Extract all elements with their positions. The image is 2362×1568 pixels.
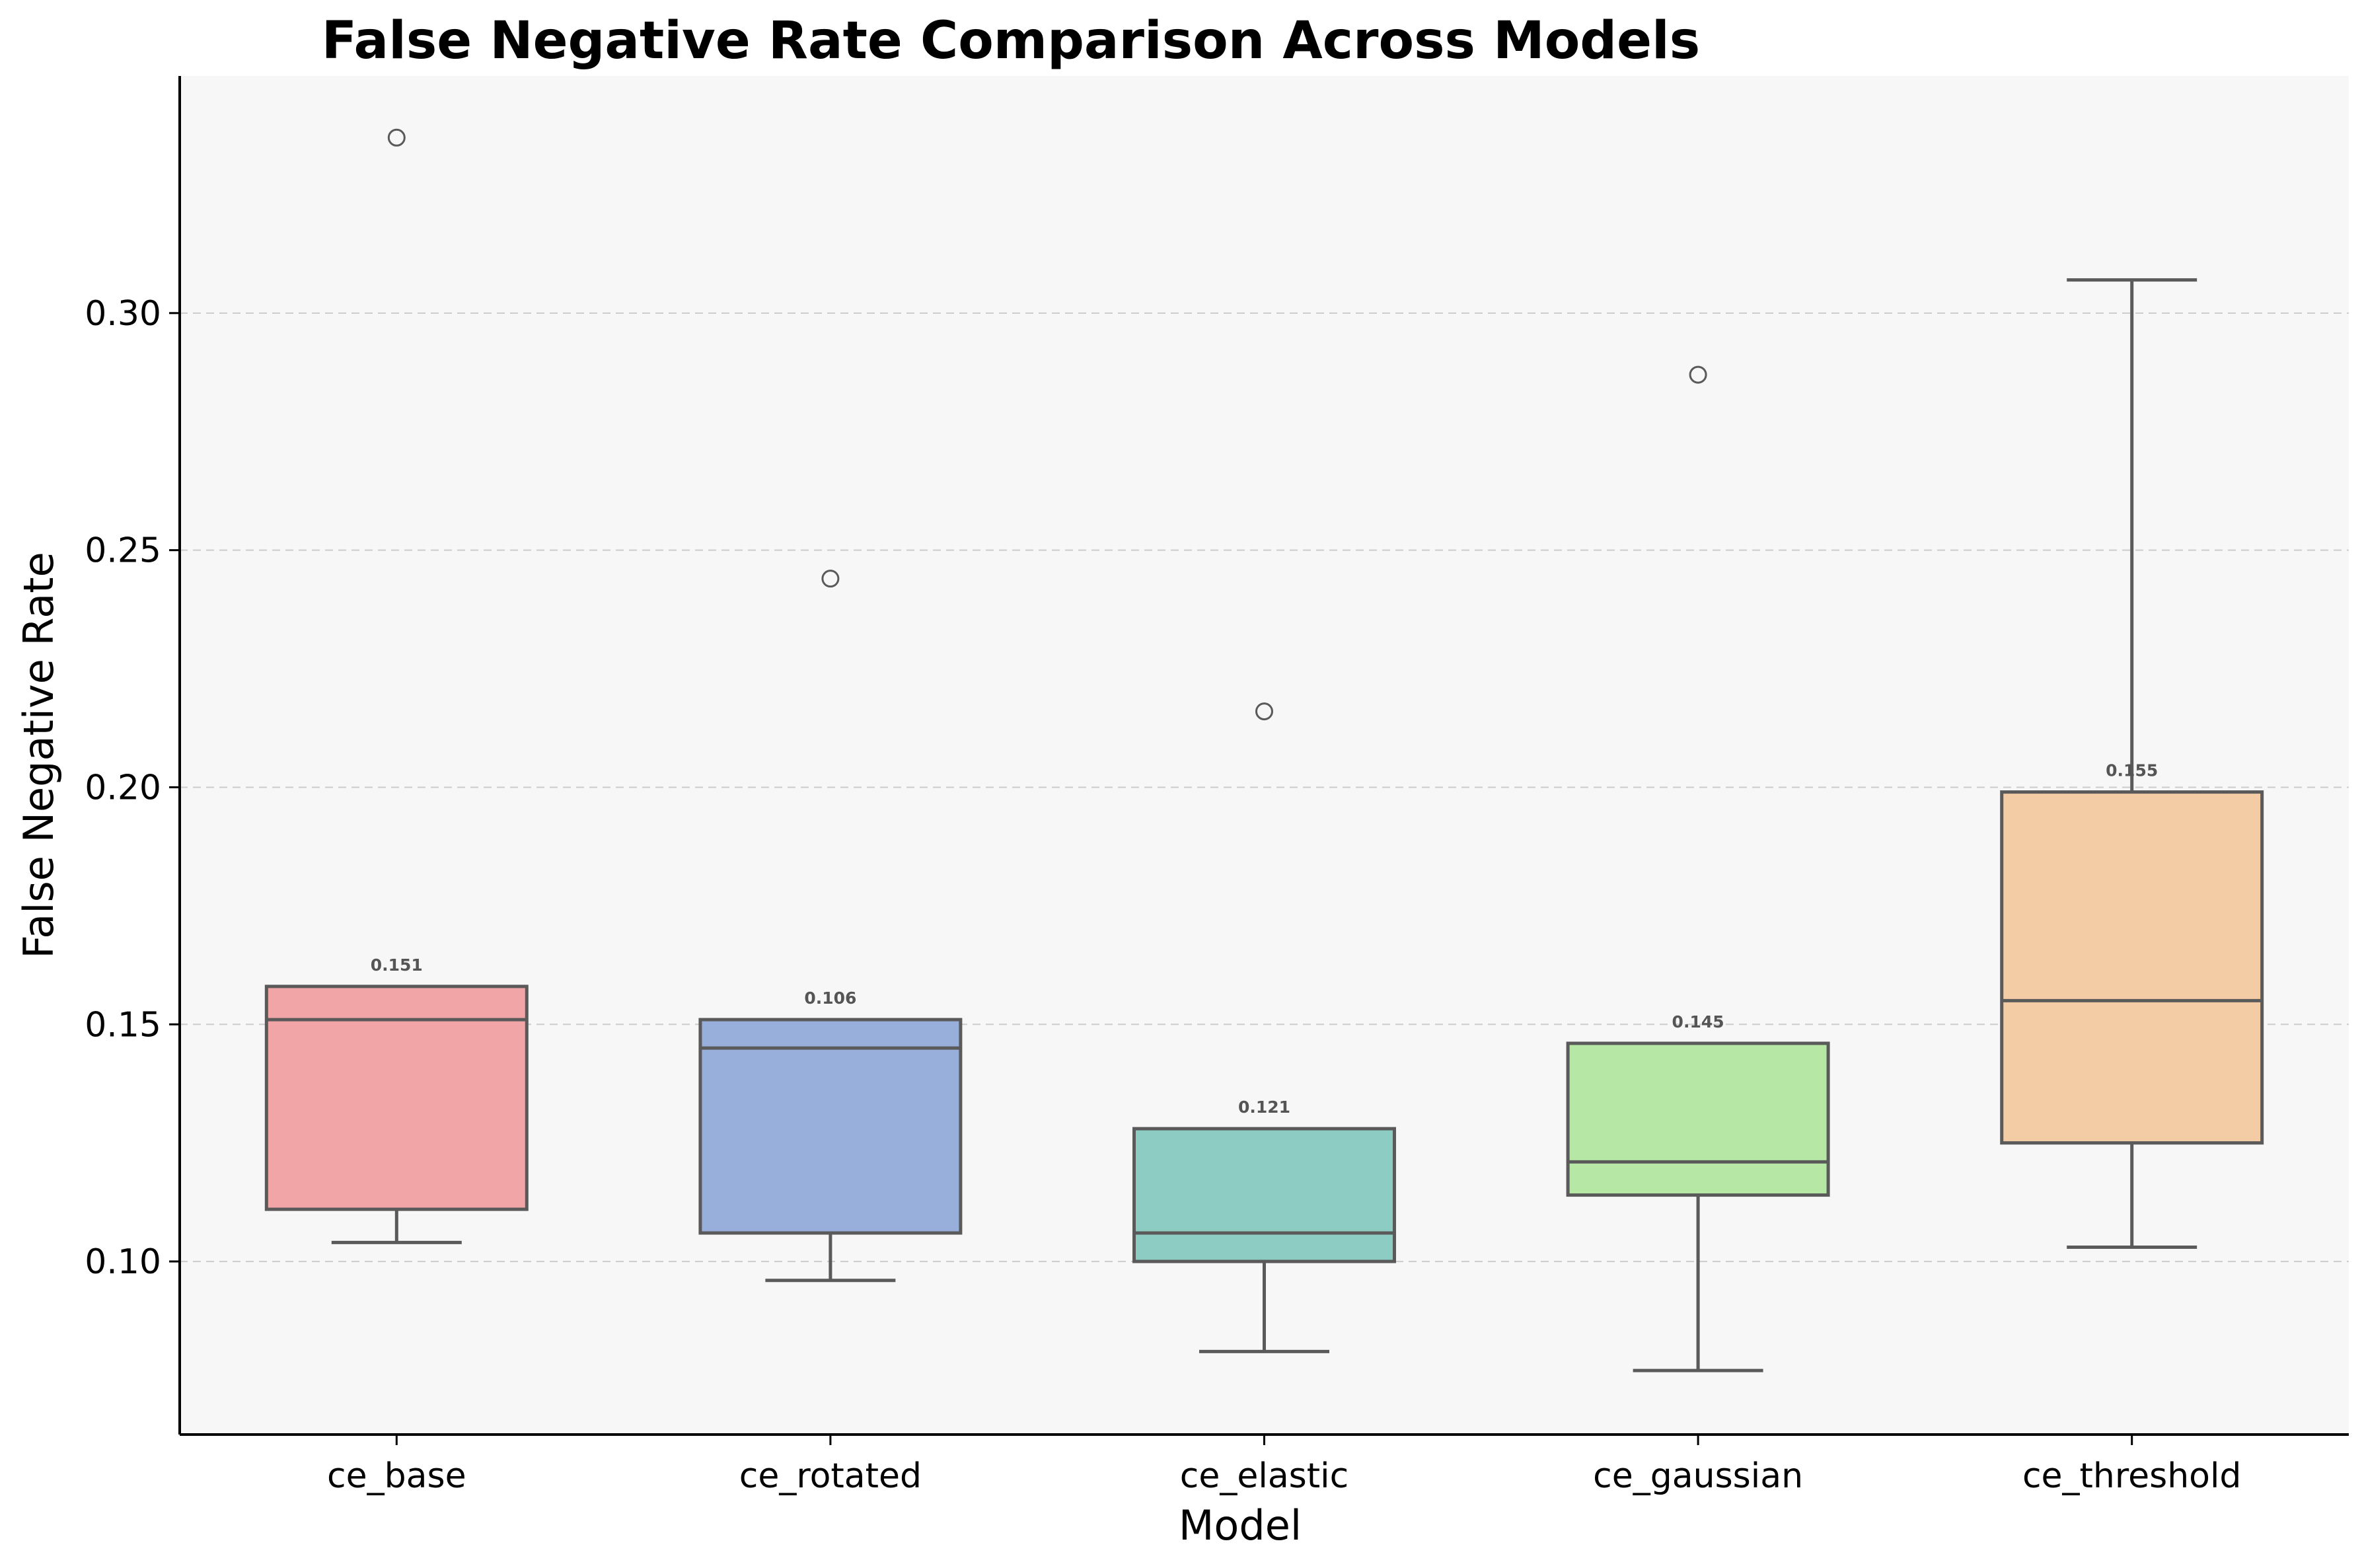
y-tick-label: 0.10: [85, 1242, 161, 1282]
outlier-point: [387, 128, 406, 147]
outlier-point: [1255, 702, 1273, 721]
box-iqr: [1132, 1127, 1396, 1263]
outlier-point: [821, 570, 840, 588]
box-iqr: [1566, 1041, 1830, 1197]
x-tick-label: ce_threshold: [2022, 1456, 2241, 1496]
y-tick-label: 0.15: [85, 1005, 161, 1045]
y-tick-label: 0.25: [85, 531, 161, 571]
median-value-label: 0.121: [1238, 1098, 1290, 1117]
median-value-label: 0.155: [2106, 761, 2158, 780]
box-iqr: [698, 1018, 963, 1235]
box-ce_base: [264, 128, 529, 1244]
boxes: 0.151 0.106 0.121 0.145 0.155: [264, 128, 2264, 1372]
median-value-label: 0.145: [1672, 1012, 1724, 1031]
x-tick-label: ce_rotated: [739, 1456, 922, 1496]
y-tick-label: 0.30: [85, 294, 161, 334]
chart-title: False Negative Rate Comparison Across Mo…: [322, 11, 1700, 71]
y-tick-label: 0.20: [85, 768, 161, 807]
x-ticks: ce_base ce_rotated ce_elastic ce_gaussian ce…: [327, 1435, 2241, 1496]
median-value-label: 0.151: [371, 955, 423, 975]
y-ticks: 0.10 0.15 0.20 0.25 0.30: [85, 294, 180, 1282]
x-tick-label: ce_elastic: [1180, 1456, 1348, 1496]
box-iqr: [264, 985, 529, 1211]
box-ce_elastic: [1132, 702, 1396, 1353]
outlier-point: [1689, 365, 1707, 384]
y-axis-label: False Negative Rate: [15, 552, 63, 958]
box-ce_gaussian: [1566, 365, 1830, 1372]
box-iqr: [2000, 790, 2264, 1145]
box-ce_rotated: [698, 570, 963, 1283]
box-ce_threshold: [2000, 278, 2264, 1250]
x-tick-label: ce_base: [327, 1456, 466, 1496]
x-axis-label: Model: [1179, 1501, 1302, 1549]
median-value-label: 0.106: [804, 989, 856, 1008]
x-tick-label: ce_gaussian: [1593, 1456, 1803, 1496]
